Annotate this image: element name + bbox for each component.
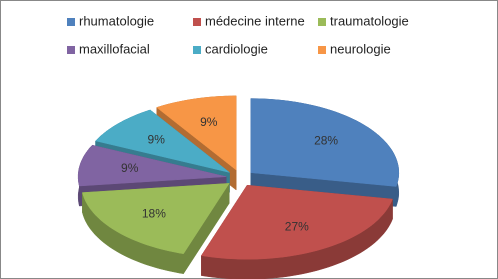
legend-swatch (67, 18, 75, 26)
slice-top (200, 184, 393, 260)
legend-swatch (193, 18, 201, 26)
legend-label: cardiologie (205, 41, 268, 56)
legend-label: rhumatologie (79, 13, 154, 28)
data-label: 9% (200, 115, 218, 129)
data-label: 27% (285, 219, 309, 233)
legend-swatch (318, 46, 326, 54)
legend: rhumatologie médecine interne traumatologi… (67, 13, 409, 56)
slice-top (77, 144, 227, 187)
slice-top (156, 95, 237, 171)
slice-top (250, 98, 400, 187)
legend-label: médecine interne (205, 13, 305, 28)
data-label: 18% (142, 207, 166, 221)
legend-swatch (67, 46, 75, 54)
legend-label: traumatologie (330, 13, 409, 28)
legend-swatch (318, 18, 326, 26)
data-label: 9% (121, 161, 139, 175)
legend-swatch (193, 46, 201, 54)
data-label: 28% (314, 134, 338, 148)
slice-top (95, 109, 230, 173)
pie-slice: 27% (200, 184, 393, 279)
legend-label: maxillofacial (79, 41, 150, 56)
pie: 9% 9% 28% 9% 18% 27% (77, 95, 400, 279)
slice-top (82, 183, 230, 254)
data-label: 9% (148, 132, 166, 146)
legend-label: neurologie (330, 41, 391, 56)
pie-slice: 18% (82, 182, 230, 275)
